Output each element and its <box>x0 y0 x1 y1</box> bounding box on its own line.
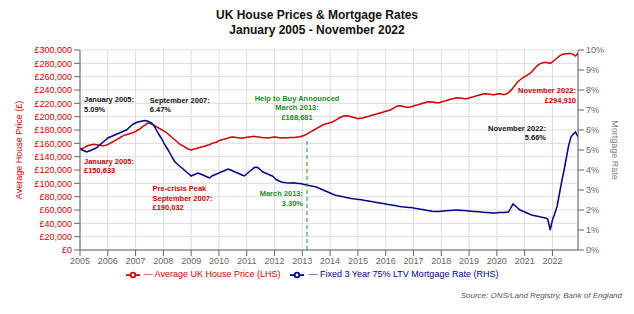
svg-text:£240,000: £240,000 <box>34 85 72 95</box>
svg-text:January 2005:5.09%: January 2005:5.09% <box>84 95 134 114</box>
svg-text:6%: 6% <box>586 125 599 135</box>
svg-text:£280,000: £280,000 <box>34 59 72 69</box>
svg-text:2018: 2018 <box>431 256 451 266</box>
svg-text:2017: 2017 <box>403 256 423 266</box>
svg-text:1%: 1% <box>586 225 599 235</box>
svg-text:9%: 9% <box>586 65 599 75</box>
svg-text:£0: £0 <box>62 245 72 255</box>
svg-text:£160,000: £160,000 <box>34 139 72 149</box>
svg-text:Help to Buy AnnouncedMarch 201: Help to Buy AnnouncedMarch 2013:£168,681 <box>255 94 340 122</box>
svg-text:£80,000: £80,000 <box>39 192 72 202</box>
svg-text:3%: 3% <box>586 185 599 195</box>
html-text:January 2005 - November 2022: January 2005 - November 2022 <box>229 23 405 37</box>
svg-text:£40,000: £40,000 <box>39 219 72 229</box>
svg-text:10%: 10% <box>586 45 604 55</box>
html-text:UK House Prices & Mortgage Rat: UK House Prices & Mortgage Rates <box>216 8 418 22</box>
svg-text:March 2013:3.30%: March 2013:3.30% <box>260 189 304 208</box>
svg-text:2022: 2022 <box>542 256 562 266</box>
svg-text:2013: 2013 <box>292 256 312 266</box>
svg-text:2005: 2005 <box>70 256 90 266</box>
svg-text:£100,000: £100,000 <box>34 179 72 189</box>
svg-text:Pre-crisis PeakSeptember 2007:: Pre-crisis PeakSeptember 2007:£190,032 <box>152 184 212 212</box>
svg-text:8%: 8% <box>586 85 599 95</box>
svg-text:January 2005:£150,633: January 2005:£150,633 <box>84 157 134 176</box>
svg-text:£200,000: £200,000 <box>34 112 72 122</box>
svg-text:2021: 2021 <box>515 256 535 266</box>
svg-text:£20,000: £20,000 <box>39 232 72 242</box>
svg-text:2006: 2006 <box>98 256 118 266</box>
svg-text:£260,000: £260,000 <box>34 72 72 82</box>
svg-text:2007: 2007 <box>126 256 146 266</box>
svg-text:£220,000: £220,000 <box>34 99 72 109</box>
svg-text:2010: 2010 <box>209 256 229 266</box>
svg-text:2016: 2016 <box>376 256 396 266</box>
html-text:Source: ONS/Land Registry, Ban: Source: ONS/Land Registry, Bank of Engla… <box>460 291 622 300</box>
svg-text:2008: 2008 <box>153 256 173 266</box>
svg-text:£120,000: £120,000 <box>34 165 72 175</box>
svg-text:2012: 2012 <box>265 256 285 266</box>
svg-text:2014: 2014 <box>320 256 340 266</box>
svg-text:Mortgage Rate: Mortgage Rate <box>610 120 620 180</box>
svg-text:2009: 2009 <box>181 256 201 266</box>
svg-text:7%: 7% <box>586 105 599 115</box>
svg-text:4%: 4% <box>586 165 599 175</box>
svg-text:November 2022:£294,910: November 2022:£294,910 <box>518 86 576 105</box>
svg-text:£140,000: £140,000 <box>34 152 72 162</box>
html-text:— Fixed 3 Year 75% LTV Mortgag: — Fixed 3 Year 75% LTV Mortgage Rate (RH… <box>308 269 499 280</box>
svg-text:2015: 2015 <box>348 256 368 266</box>
svg-text:2011: 2011 <box>237 256 256 266</box>
svg-text:November 2022:5.66%: November 2022:5.66% <box>488 124 546 143</box>
svg-text:£300,000: £300,000 <box>34 45 72 55</box>
svg-text:£60,000: £60,000 <box>39 205 72 215</box>
svg-text:September 2007:6.47%: September 2007:6.47% <box>150 96 210 115</box>
svg-text:2%: 2% <box>586 205 599 215</box>
html-text:— Average UK House Price (LHS): — Average UK House Price (LHS) <box>143 269 281 280</box>
svg-text:5%: 5% <box>586 145 599 155</box>
svg-text:£180,000: £180,000 <box>34 125 72 135</box>
svg-text:2020: 2020 <box>487 256 507 266</box>
svg-text:2019: 2019 <box>459 256 479 266</box>
svg-text:Average House Price (£): Average House Price (£) <box>14 101 24 199</box>
svg-text:0%: 0% <box>586 245 599 255</box>
